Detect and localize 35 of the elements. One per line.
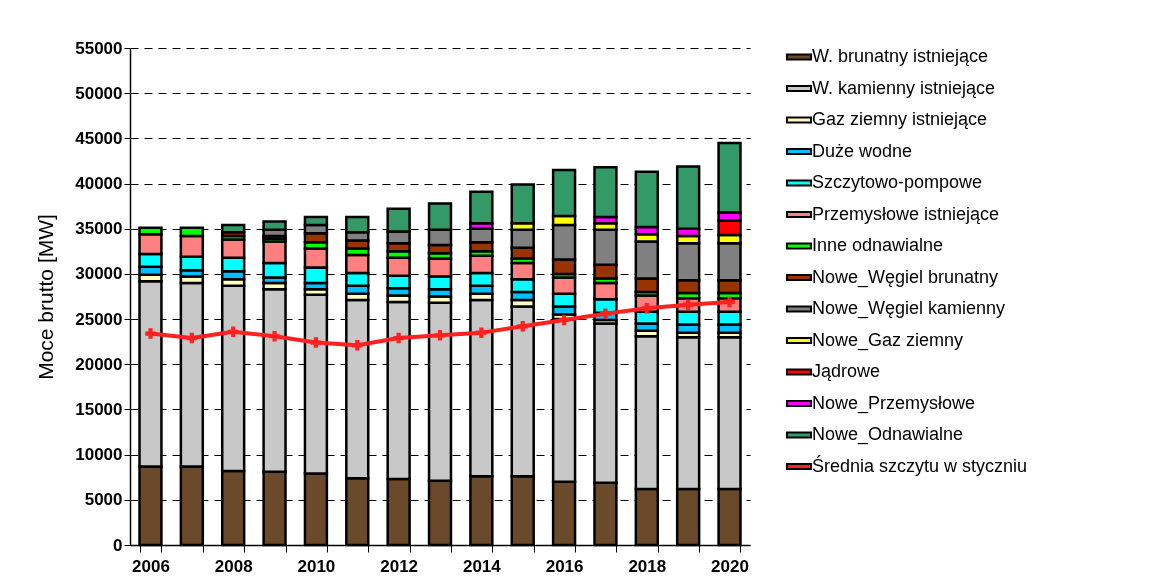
x-tick-label: 2012 [380, 556, 419, 576]
legend-label: Inne odnawialne [812, 235, 944, 255]
y-axis-title: Moce brutto [MW] [34, 214, 58, 380]
legend-label: Nowe_Gaz ziemny [812, 329, 964, 351]
y-tick-label: 25000 [75, 309, 123, 329]
y-tick-label: 40000 [75, 174, 123, 194]
y-tick-label: 0 [113, 535, 123, 555]
legend-label: Przemysłowe istniejące [812, 203, 1000, 224]
y-tick-label: 20000 [75, 354, 123, 374]
y-tick-label: 50000 [75, 83, 123, 103]
y-tick-label: 45000 [75, 128, 123, 148]
y-tick-label: 55000 [75, 38, 123, 58]
legend-label: Średnia szczytu w styczniu [812, 454, 1028, 476]
legend-label: Szczytowo-pompowe [812, 172, 983, 192]
y-tick-label: 15000 [75, 399, 123, 419]
legend-label: Nowe_Przemysłowe [812, 392, 976, 414]
legend-label: Nowe_Odnawialne [812, 424, 964, 445]
x-tick-label: 2014 [462, 556, 502, 576]
x-tick-label: 2006 [132, 556, 170, 576]
y-tick-label: 5000 [84, 490, 123, 510]
legend-label: Jądrowe [812, 361, 881, 381]
legend-label: W. kamienny istniejące [812, 77, 996, 98]
legend-label: W. brunatny istniejące [812, 46, 989, 66]
legend-label: Nowe_Węgiel kamienny [812, 298, 1006, 319]
x-tick-label: 2010 [297, 556, 336, 576]
x-tick-label: 2018 [628, 556, 667, 576]
legend-label: Gaz ziemny istniejące [812, 109, 988, 129]
legend-label: Nowe_Węgiel brunatny [812, 266, 999, 288]
x-tick-label: 2016 [545, 556, 584, 576]
y-tick-label: 35000 [75, 219, 123, 239]
y-tick-label: 10000 [75, 445, 123, 465]
y-tick-label: 30000 [75, 264, 123, 284]
x-tick-label: 2008 [214, 556, 253, 576]
legend-label: Duże wodne [812, 140, 913, 161]
x-tick-label: 2020 [711, 556, 749, 576]
